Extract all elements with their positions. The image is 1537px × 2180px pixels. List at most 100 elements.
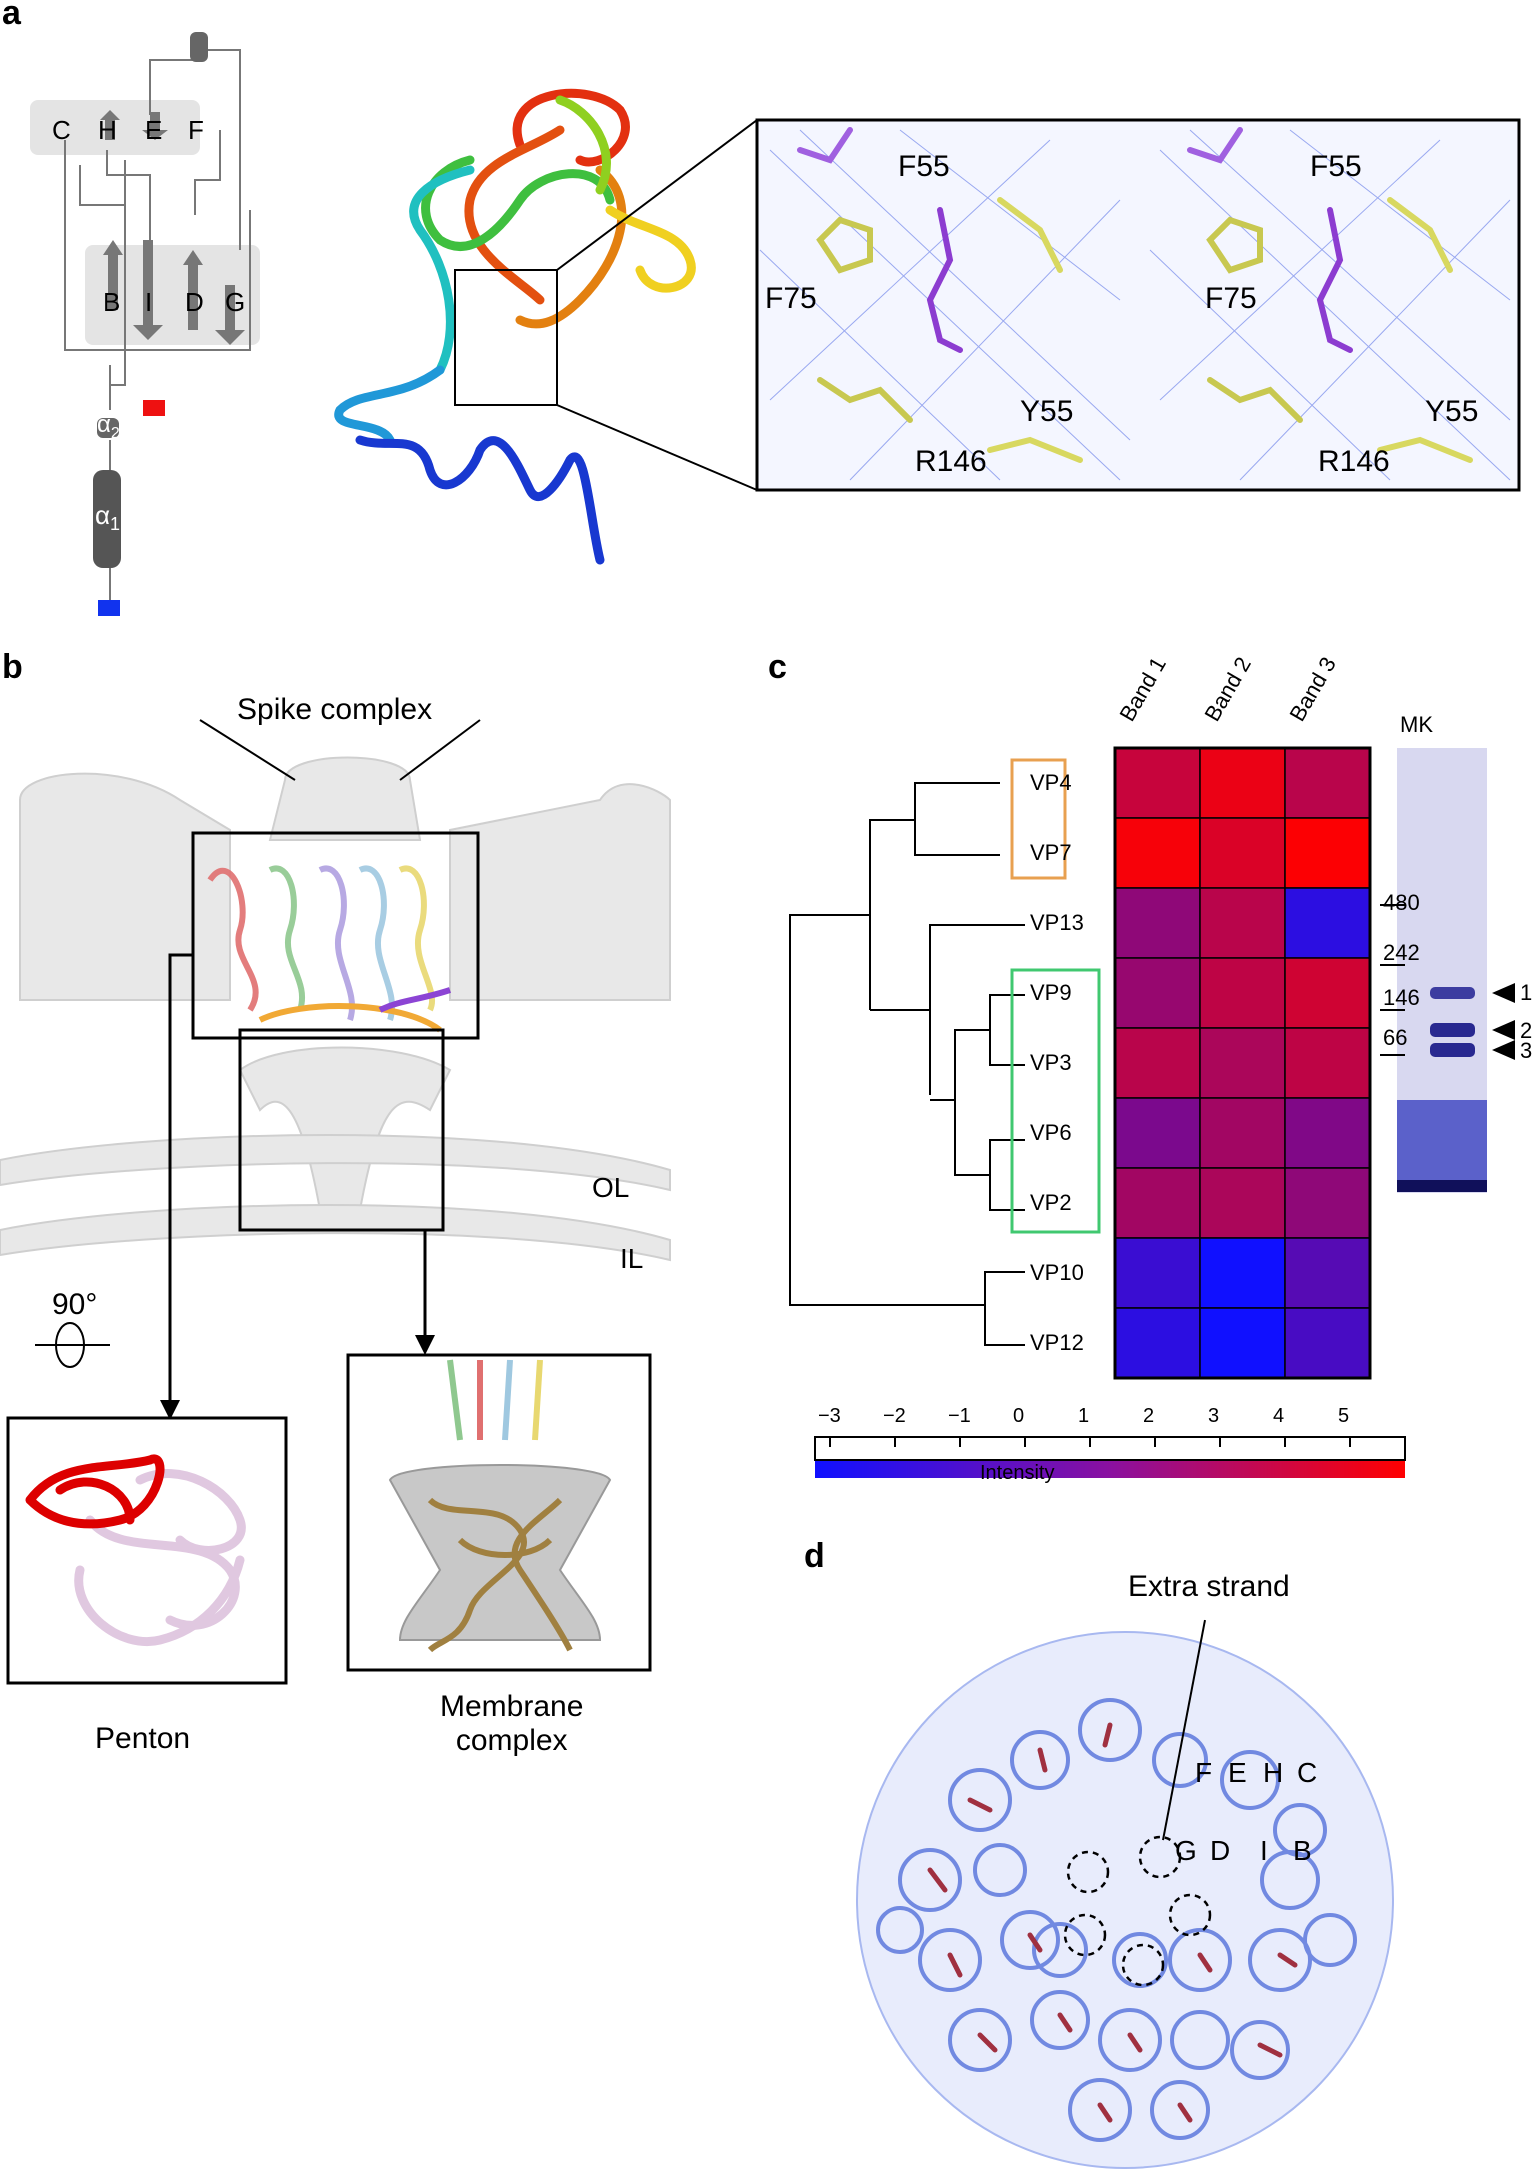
panel-letter-b: b — [2, 648, 23, 686]
heatmap-row-label: VP3 — [1030, 1050, 1072, 1075]
n-terminus-marker — [98, 600, 120, 616]
orange-group-box — [1010, 758, 1067, 880]
helix-alpha1-label: α1 — [95, 500, 121, 535]
extra-strand-pointer — [1162, 1619, 1206, 1841]
helix-alpha2 — [97, 418, 119, 438]
heatmap-cell-vp9-2 — [1199, 957, 1286, 1029]
disc-label-f: F — [1195, 1757, 1213, 1788]
spike-zoom-box — [191, 831, 480, 1040]
helix-alpha2-label: α2 — [97, 411, 120, 442]
colorbar-tick-label: 3 — [1208, 1405, 1220, 1427]
heatmap-cell-vp2-3 — [1284, 1167, 1371, 1239]
residue-label-f75-right: F75 — [1205, 282, 1257, 315]
ribbon-structure — [334, 88, 696, 565]
disc-label-c: C — [1297, 1757, 1318, 1788]
heatmap-row-label: VP2 — [1030, 1190, 1072, 1215]
heatmap-cell-vp6-2 — [1199, 1097, 1286, 1169]
heatmap-cell-vp12-2 — [1199, 1307, 1286, 1379]
band-arrow-2: 2 — [1520, 1018, 1533, 1043]
heatmap-cell-vp10-2 — [1199, 1237, 1286, 1309]
heatmap-cell-vp4-3 — [1284, 747, 1371, 819]
helix-alpha1 — [93, 470, 121, 568]
strand-arrows — [100, 110, 245, 345]
il-label: IL — [620, 1243, 644, 1274]
heatmap-cell-vp3-3 — [1284, 1027, 1371, 1099]
band-arrow-3: 3 — [1520, 1038, 1533, 1063]
strand-label-g: G — [225, 287, 246, 317]
colorbar-tick-label: 0 — [1013, 1405, 1025, 1427]
gel-band-2 — [1430, 1023, 1475, 1037]
residue-label-r146-right: R146 — [1318, 445, 1390, 478]
heatmap-cell-vp12-1 — [1114, 1307, 1201, 1379]
panel-letter-a: a — [2, 0, 21, 32]
colorbar-tick-label: 2 — [1143, 1405, 1155, 1427]
residue-label-f75-left: F75 — [765, 282, 817, 315]
marker-146: 146 — [1383, 985, 1420, 1010]
colorbar-ticks — [829, 1437, 1351, 1447]
heatmap-cell-vp7-1 — [1114, 817, 1201, 889]
penton-ribbons — [25, 1454, 246, 1646]
heatmap-cell-vp9-1 — [1114, 957, 1201, 1029]
disc-label-h: H — [1263, 1757, 1284, 1788]
heatmap-cell-vp9-3 — [1284, 957, 1371, 1029]
panel-letter-c: c — [768, 648, 787, 686]
disc-label-b: B — [1293, 1835, 1312, 1866]
gel-mk-label: MK — [1400, 712, 1433, 737]
colorbar-frame — [814, 1436, 1406, 1461]
topology-sheet-bottom — [85, 245, 260, 345]
dashed-circles — [1063, 1835, 1212, 1987]
strand-label-e: E — [145, 115, 163, 145]
ol-label: OL — [592, 1172, 630, 1203]
colorbar-gradient — [815, 1460, 1405, 1478]
heatmap-cell-vp6-3 — [1284, 1097, 1371, 1169]
penton-label: Penton — [95, 1722, 191, 1755]
gel-band-3 — [1430, 1043, 1475, 1057]
colorbar-tick-label: 4 — [1273, 1405, 1285, 1427]
gel-band-1 — [1430, 987, 1475, 999]
green-group-box — [1010, 968, 1101, 1234]
marker-66: 66 — [1383, 1025, 1408, 1050]
heatmap-cell-vp3-2 — [1199, 1027, 1286, 1099]
zoom-box-a — [454, 269, 558, 406]
residue-label-y55-left: Y55 — [1020, 395, 1074, 428]
panel-letter-d: d — [804, 1537, 825, 1575]
heatmap-cell-vp10-3 — [1284, 1237, 1371, 1309]
heatmap-row-label: VP4 — [1030, 770, 1072, 795]
heatmap-cell-vp3-1 — [1114, 1027, 1201, 1099]
heatmap-row-label: VP7 — [1030, 840, 1072, 865]
disc-label-i: I — [1260, 1835, 1268, 1866]
colorbar-tick-label: 5 — [1338, 1405, 1350, 1427]
extra-strand-label: Extra strand — [1128, 1570, 1290, 1603]
strand-label-c: C — [52, 115, 71, 145]
heatmap-cell-vp4-1 — [1114, 747, 1201, 819]
density-stereo-frame — [755, 118, 1521, 492]
disc-label-g: G — [1175, 1835, 1197, 1866]
membrane-zoom-box — [238, 1028, 445, 1232]
residue-label-f55-right: F55 — [1310, 150, 1362, 183]
heatmap-cell-vp7-3 — [1284, 817, 1371, 889]
colorbar-label: Intensity — [980, 1462, 1055, 1484]
density-mesh — [759, 129, 1511, 481]
c-terminus-marker — [143, 400, 165, 416]
helix-top — [190, 32, 208, 62]
disc-density-blobs — [876, 1698, 1357, 2142]
colorbar-tick-label: −1 — [948, 1405, 971, 1427]
virion-surface — [0, 756, 671, 1262]
heatmap-cell-vp12-3 — [1284, 1307, 1371, 1379]
spike-complex-label: Spike complex — [237, 693, 433, 726]
marker-242: 242 — [1383, 940, 1420, 965]
colorbar-tick-label: −2 — [883, 1405, 906, 1427]
strand-label-f: F — [188, 115, 204, 145]
heatmap-cell-vp2-1 — [1114, 1167, 1201, 1239]
heatmap-cell-vp7-2 — [1199, 817, 1286, 889]
heatmap-row-label: VP13 — [1030, 910, 1084, 935]
dendrogram — [789, 782, 1025, 1346]
strand-label-d: D — [185, 287, 204, 317]
spike-complex-ribbons — [207, 865, 451, 1033]
heatmap-cell-vp10-1 — [1114, 1237, 1201, 1309]
heatmap-cell-vp2-2 — [1199, 1167, 1286, 1239]
heatmap-border — [1113, 746, 1372, 1380]
residue-label-f55-left: F55 — [898, 150, 950, 183]
strand-label-i: I — [145, 287, 153, 317]
